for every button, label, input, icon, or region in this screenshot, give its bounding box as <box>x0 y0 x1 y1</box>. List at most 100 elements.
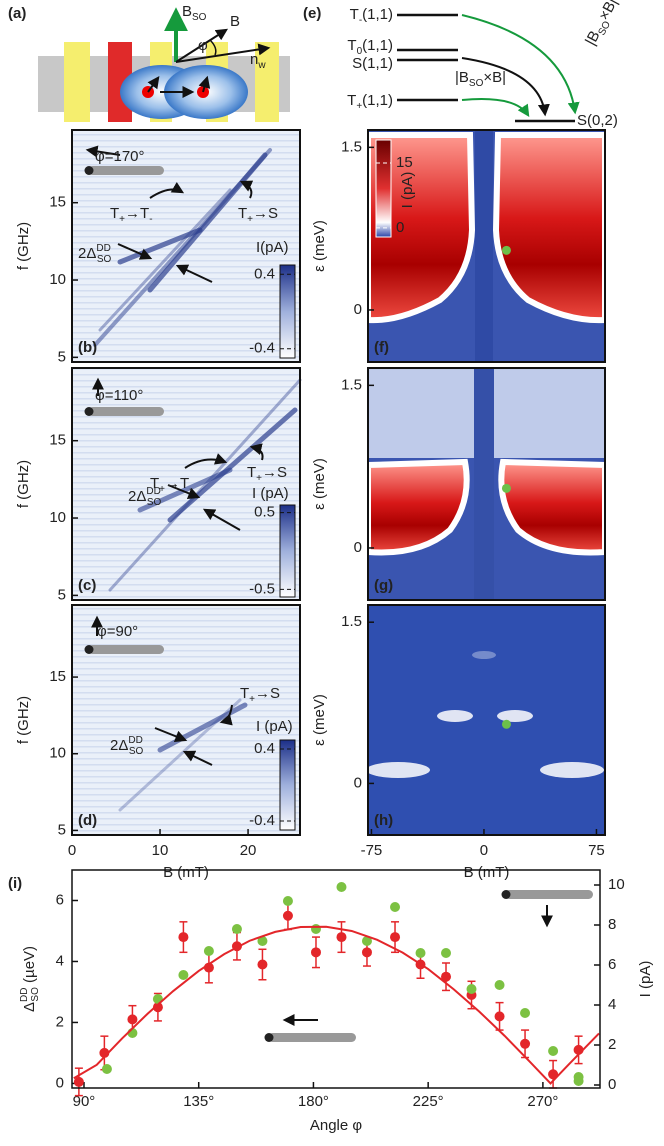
point <box>548 1046 559 1056</box>
text-part: DD <box>19 988 30 1002</box>
point <box>152 1002 163 1013</box>
text-part: T <box>110 205 119 222</box>
panel-label: (g) <box>374 577 393 594</box>
x-tick-label: 135° <box>183 1093 214 1110</box>
energy-levels <box>397 13 580 123</box>
frame <box>71 869 601 1089</box>
annotation: T+→T- <box>110 205 153 225</box>
text-part: - <box>189 484 192 495</box>
colorbar-label: I (pA) <box>399 172 416 209</box>
point <box>127 1014 138 1025</box>
point <box>466 984 477 994</box>
annotation: 2ΔDD SO <box>110 735 143 757</box>
y-tick-label: 5 <box>58 348 66 365</box>
point <box>101 1064 112 1074</box>
level-label: S(1,1) <box>352 55 393 72</box>
text-part: SO <box>147 497 162 508</box>
y2-axis-label: I (pA) <box>637 961 654 998</box>
panel-label: (h) <box>374 812 393 829</box>
x-tick-label: 270° <box>527 1093 558 1110</box>
point <box>441 948 452 958</box>
point <box>178 970 189 980</box>
text-part: + <box>119 214 125 225</box>
panel-label: (a) <box>8 5 26 22</box>
frame <box>71 604 301 836</box>
text-part: SO <box>192 12 207 23</box>
colorbar-tick-label: 0.4 <box>254 265 275 282</box>
colorbar <box>279 264 296 359</box>
colorbar <box>279 739 296 831</box>
text-part: →T <box>165 475 189 492</box>
level-label: T+(1,1) <box>347 92 393 112</box>
frame <box>367 129 606 363</box>
fit-line <box>73 925 600 1085</box>
annotation: T+→T- <box>150 475 193 495</box>
text-part: (µeV) <box>21 946 38 987</box>
text-part: ×B| <box>595 0 621 23</box>
text-part: B <box>182 3 192 20</box>
x-tick-label: 10 <box>152 842 169 859</box>
panel-label: (d) <box>78 812 97 829</box>
text-part: SO <box>30 987 41 1002</box>
point <box>282 896 293 906</box>
point <box>361 947 372 958</box>
annotation: φ=110° <box>95 387 143 404</box>
annotation: T+→S <box>247 464 287 484</box>
text-part: SO <box>97 254 112 265</box>
x-tick-label: 225° <box>413 1093 444 1110</box>
panel-label: (c) <box>78 577 96 594</box>
vector-label: BSO <box>182 3 207 23</box>
colorbar-tick-label: -0.4 <box>249 340 275 357</box>
level-label: T0(1,1) <box>347 37 393 57</box>
text-part: DD <box>128 735 142 746</box>
point <box>390 932 401 943</box>
text-part: DD <box>96 243 110 254</box>
text-part: w <box>257 60 266 71</box>
y-tick-label: 5 <box>58 821 66 838</box>
point <box>282 910 293 921</box>
text-part: T <box>150 475 159 492</box>
point <box>520 1038 531 1049</box>
y-tick-label: 1.5 <box>341 613 362 630</box>
y-tick-label: 1.5 <box>341 376 362 393</box>
y-axis-label: ε (meV) <box>311 220 328 272</box>
colorbar-label: I (pA) <box>252 485 289 502</box>
text-part: - <box>149 214 152 225</box>
annotation: 2ΔDD SO <box>78 243 111 265</box>
x-tick-label: 20 <box>240 842 257 859</box>
y2-tick-label: 4 <box>608 996 616 1013</box>
point <box>390 902 401 912</box>
text-part: SO <box>469 78 484 89</box>
text-part: T <box>238 205 247 222</box>
annotation: φ=90° <box>97 623 138 640</box>
text-part: + <box>247 214 253 225</box>
panel-label: (b) <box>78 339 97 356</box>
vector-label: B <box>230 13 240 30</box>
text-part: |B <box>455 69 469 86</box>
y-axis-label: ΔDDSO (µeV) <box>19 946 41 1012</box>
heatmap-image <box>72 130 608 1042</box>
x-tick-label: 180° <box>298 1093 329 1110</box>
x-tick-label: 75 <box>588 842 605 859</box>
text-part: (1,1) <box>362 92 393 109</box>
panel-label: (f) <box>374 339 389 356</box>
text-part: - <box>359 15 362 26</box>
point <box>257 936 268 946</box>
colorbar-tick-label: -0.4 <box>249 812 275 829</box>
y-axis-label: ε (meV) <box>311 458 328 510</box>
y-tick-label: 0 <box>354 539 362 556</box>
y2-tick-label: 6 <box>608 956 616 973</box>
point <box>73 1076 84 1087</box>
text-part: + <box>159 484 165 495</box>
colorbar-label: I (pA) <box>256 718 293 735</box>
text-part: + <box>356 101 362 112</box>
panel-label: (i) <box>8 875 22 892</box>
y2-tick-label: 8 <box>608 916 616 933</box>
annotation: T+→S <box>240 685 280 705</box>
text-part: (1,1) <box>362 6 393 23</box>
level-label: S(0,2) <box>577 112 618 129</box>
text-part: 2Δ <box>128 488 146 505</box>
panel-label: (e) <box>303 5 321 22</box>
y-tick-label: 0 <box>354 301 362 318</box>
